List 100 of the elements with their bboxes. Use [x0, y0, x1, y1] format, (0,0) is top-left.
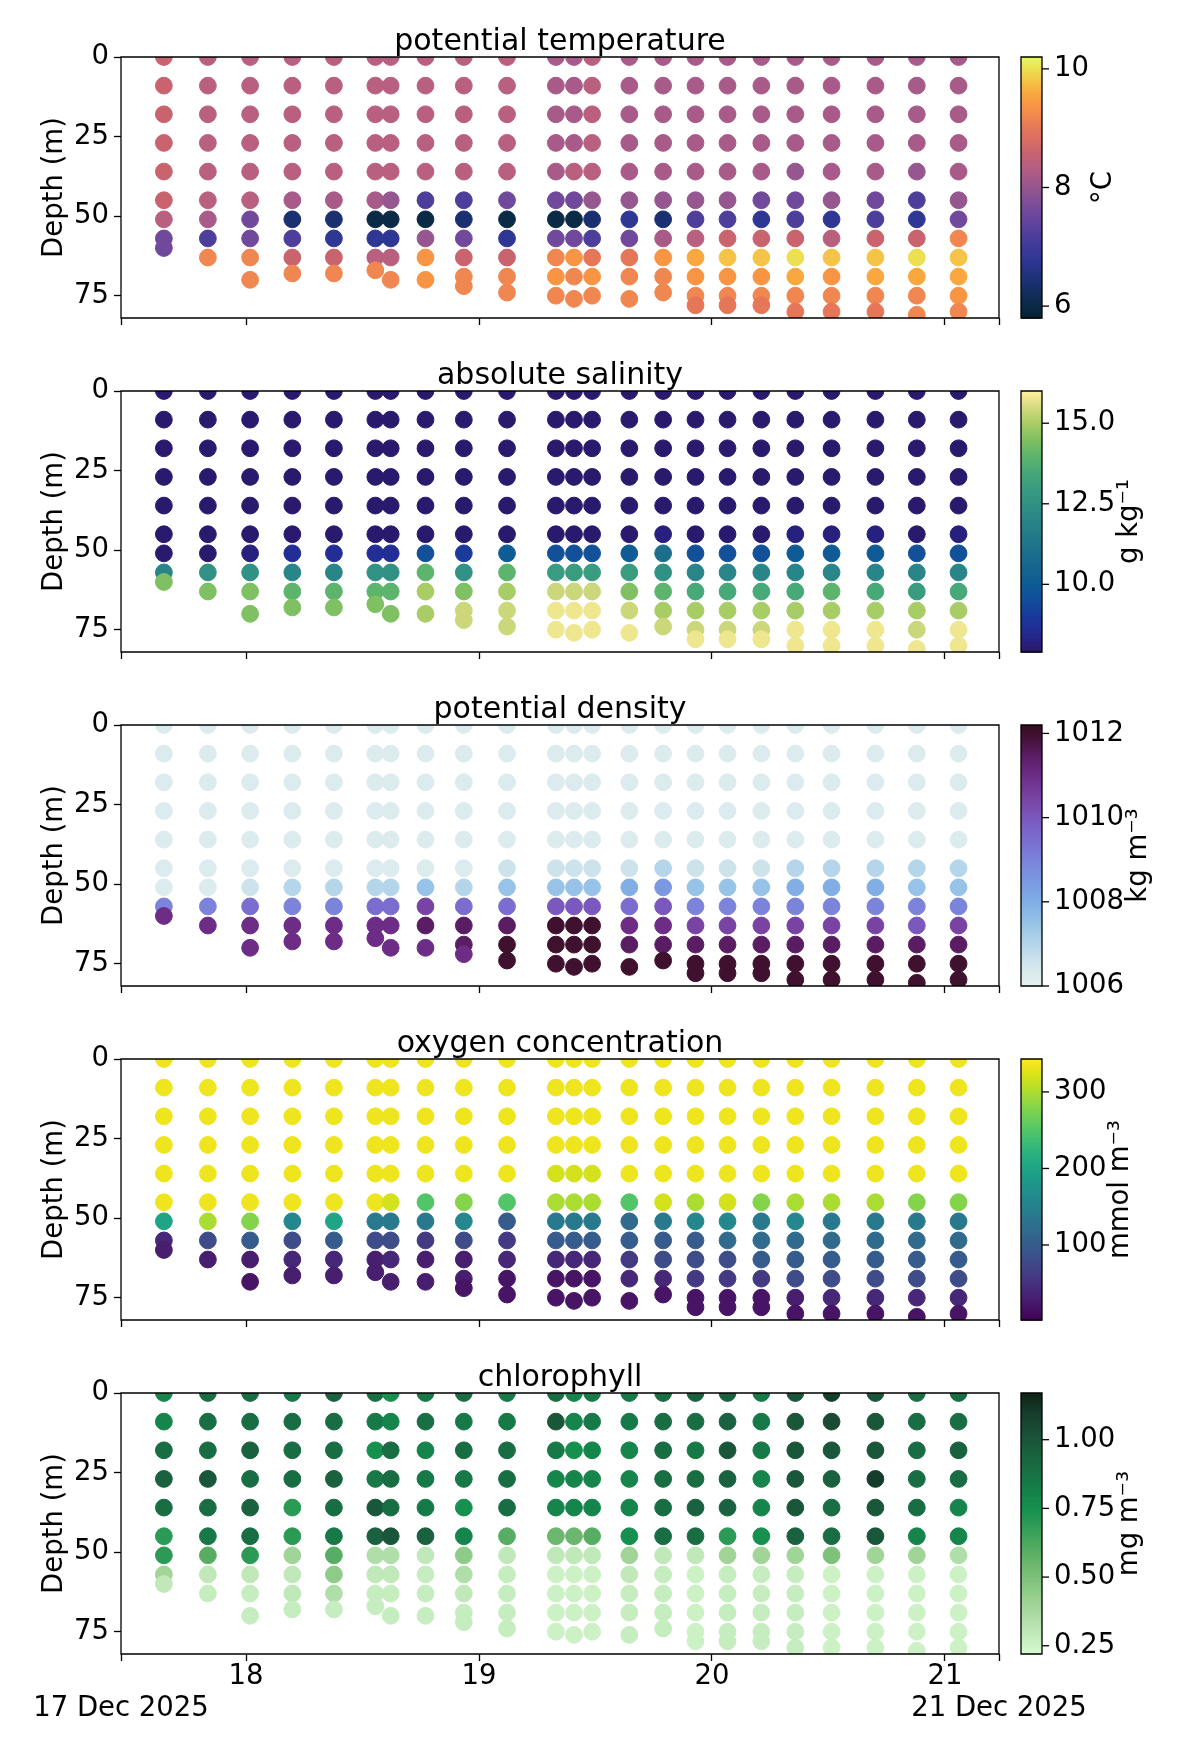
point [416, 544, 435, 563]
point [752, 630, 771, 649]
point [583, 859, 602, 878]
point [454, 1470, 473, 1488]
point [198, 802, 217, 820]
point [241, 162, 259, 181]
point [620, 744, 639, 763]
point [583, 1193, 602, 1212]
point [822, 582, 841, 601]
point [565, 897, 583, 916]
point [686, 1164, 705, 1183]
point [366, 1164, 385, 1183]
point [381, 1212, 400, 1231]
point [786, 496, 805, 515]
point [654, 951, 673, 970]
point [718, 191, 737, 210]
point [546, 105, 565, 124]
point [654, 1470, 673, 1488]
y-tick-label: 25 [74, 1453, 109, 1486]
point [654, 878, 673, 897]
point [786, 229, 805, 248]
point [907, 1565, 926, 1584]
point [565, 830, 583, 849]
point [546, 76, 565, 95]
point [949, 1078, 968, 1097]
point [381, 270, 400, 289]
point [583, 191, 602, 210]
point [718, 878, 737, 897]
point [154, 1136, 173, 1154]
point [454, 744, 473, 763]
point [866, 773, 885, 792]
point [198, 897, 217, 916]
point [949, 496, 968, 515]
point [283, 544, 302, 563]
point [416, 859, 435, 878]
point [752, 1546, 771, 1565]
point [381, 897, 400, 916]
point [686, 916, 705, 935]
point [565, 1250, 583, 1269]
point [154, 802, 173, 820]
point [686, 830, 705, 849]
point [241, 270, 259, 289]
point [866, 267, 885, 286]
point [718, 1136, 737, 1154]
point [949, 916, 968, 935]
point [283, 1266, 302, 1285]
point [786, 636, 805, 652]
color-bar-label: 0.25 [1054, 1626, 1116, 1659]
point [546, 1470, 565, 1488]
point [718, 630, 737, 649]
point [154, 162, 173, 181]
point [822, 935, 841, 954]
point [366, 1136, 385, 1154]
point [822, 1546, 841, 1565]
point [498, 1078, 516, 1097]
point [786, 468, 805, 486]
point [866, 1107, 885, 1126]
point [866, 302, 885, 318]
point [718, 105, 737, 124]
point [686, 1412, 705, 1431]
point [325, 525, 343, 544]
point [366, 878, 385, 897]
point [416, 1078, 435, 1097]
point [654, 601, 673, 620]
point [654, 1212, 673, 1231]
point [786, 802, 805, 820]
point [718, 229, 737, 248]
point [381, 1164, 400, 1183]
point [786, 105, 805, 124]
point [498, 802, 516, 820]
point [325, 1250, 343, 1269]
point [325, 1600, 343, 1619]
point [866, 954, 885, 973]
point [786, 1107, 805, 1126]
point [620, 1107, 639, 1126]
point [583, 1412, 602, 1431]
point [786, 267, 805, 286]
point [498, 1136, 516, 1154]
point [718, 1412, 737, 1431]
point [866, 439, 885, 458]
point [654, 468, 673, 486]
point [866, 248, 885, 267]
point [866, 134, 885, 152]
point [866, 1078, 885, 1097]
point [565, 1107, 583, 1126]
point [686, 105, 705, 124]
point [154, 1107, 173, 1126]
point [949, 544, 968, 563]
point [154, 525, 173, 544]
point [381, 1078, 400, 1097]
point [583, 563, 602, 582]
point [546, 1412, 565, 1431]
point [283, 229, 302, 248]
point [822, 859, 841, 878]
point [686, 802, 705, 820]
point [822, 1603, 841, 1622]
point [154, 1078, 173, 1097]
point [949, 1441, 968, 1460]
point [325, 1107, 343, 1126]
point [786, 916, 805, 935]
